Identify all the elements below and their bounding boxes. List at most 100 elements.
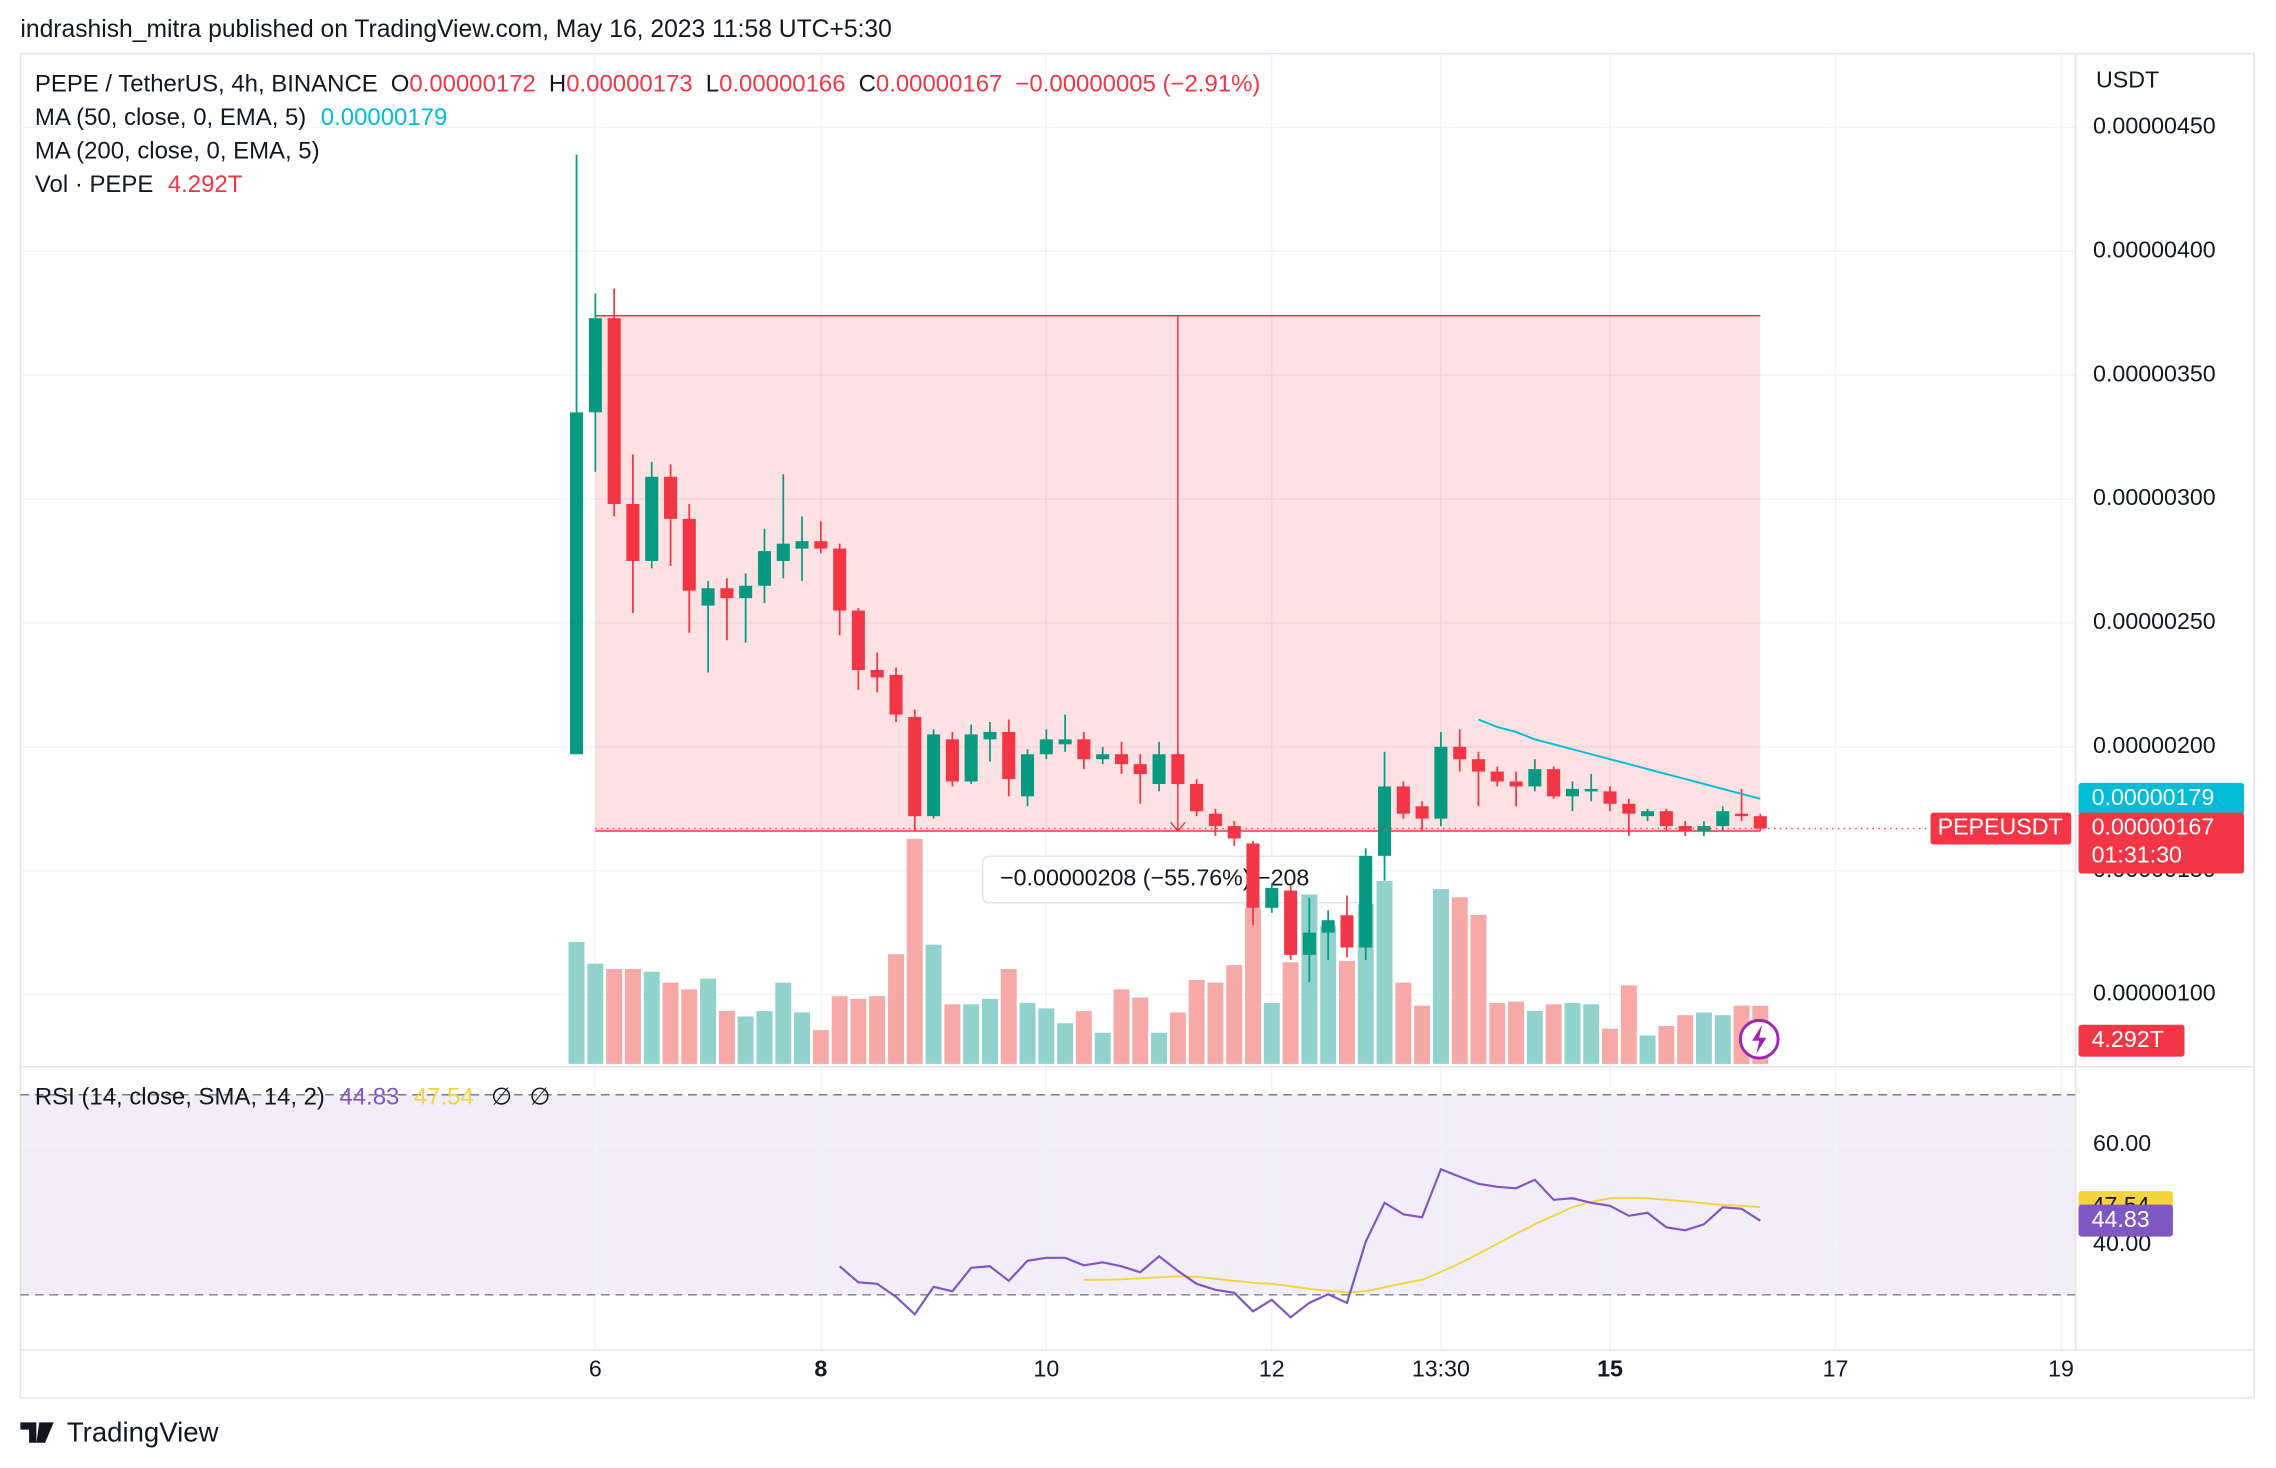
legend-line: PEPE / TetherUS, 4h, BINANCE O0.00000172 H… bbox=[35, 71, 1260, 98]
ma-line bbox=[1478, 718, 1761, 800]
candle-body bbox=[739, 585, 753, 599]
legend-ohlc-value: 0.00000167 bbox=[876, 71, 1002, 98]
candle-body bbox=[607, 318, 621, 505]
candle-body bbox=[720, 588, 734, 599]
volume-bar bbox=[1695, 1012, 1712, 1064]
alert-icon-bolt bbox=[1751, 1024, 1767, 1054]
rsi-tick-label: 60.00 bbox=[2093, 1130, 2151, 1156]
volume-bar bbox=[1451, 897, 1468, 1064]
volume-bar bbox=[1489, 1002, 1506, 1064]
volume-bar bbox=[1132, 997, 1149, 1064]
candle-body bbox=[1284, 890, 1298, 955]
candle-body bbox=[645, 476, 659, 561]
rsi-sma-line bbox=[1083, 1196, 1761, 1294]
candle-body bbox=[927, 734, 941, 817]
volume-bar bbox=[587, 963, 604, 1064]
volume-bar bbox=[1583, 1004, 1600, 1064]
volume-bar bbox=[944, 1004, 961, 1064]
volume-bar bbox=[794, 1012, 810, 1064]
candle-body bbox=[1471, 759, 1485, 772]
volume-bar bbox=[1151, 1032, 1168, 1064]
legend-ma-value: 0.00000179 bbox=[321, 104, 447, 131]
y-tick-label: 0.00000350 bbox=[2093, 360, 2216, 386]
volume-bar bbox=[1564, 1002, 1581, 1064]
plot-layer: 68101213:301517190.000001000.000001500.0… bbox=[20, 53, 2255, 1381]
candle-body bbox=[889, 674, 903, 715]
measure-arrow-head bbox=[1170, 821, 1186, 833]
volume-bar bbox=[1094, 1032, 1111, 1064]
legend-title: PEPE / TetherUS, 4h, BINANCE bbox=[35, 71, 378, 98]
y-tick-label: 0.00000200 bbox=[2093, 732, 2216, 758]
legend-ohlc-letter: O bbox=[391, 71, 410, 98]
candle-body bbox=[1227, 826, 1241, 839]
x-tick-label: 19 bbox=[2048, 1355, 2074, 1381]
candle-body bbox=[1603, 791, 1617, 804]
legend-volume-value: 4.292T bbox=[168, 171, 243, 198]
legend-line: RSI (14, close, SMA, 14, 2) 44.83 47.54 ∅ ∅ bbox=[35, 1084, 550, 1111]
last-price-label: 0.00000167 bbox=[2092, 814, 2215, 840]
candle-body bbox=[1077, 739, 1091, 760]
candle-body bbox=[1246, 843, 1260, 908]
candle-body bbox=[1584, 788, 1598, 792]
candle-body bbox=[1302, 932, 1316, 955]
measure-label: −0.00000208 (−55.76%) −208 bbox=[1000, 865, 1309, 891]
candle-body bbox=[1058, 739, 1072, 745]
volume-bar bbox=[981, 998, 998, 1064]
symbol-box bbox=[1930, 812, 2072, 845]
candle-body bbox=[1340, 915, 1354, 948]
candle-body bbox=[1396, 786, 1410, 814]
volume-bar bbox=[1376, 880, 1393, 1064]
legend-ohlc-value: 0.00000172 bbox=[409, 71, 535, 98]
volume-bar bbox=[1639, 1035, 1656, 1064]
candle-body bbox=[814, 541, 828, 549]
candle-body bbox=[1697, 826, 1711, 832]
volume-bar bbox=[624, 969, 641, 1064]
volume-bar bbox=[1188, 979, 1205, 1064]
x-tick-label: 12 bbox=[1259, 1355, 1285, 1381]
candle-body bbox=[1434, 746, 1448, 819]
y-tick-label: 0.00000450 bbox=[2093, 113, 2216, 139]
x-tick-label: 8 bbox=[814, 1355, 827, 1381]
x-tick-label: 6 bbox=[589, 1355, 602, 1381]
volume-bar bbox=[1414, 1005, 1431, 1064]
candle-body bbox=[964, 734, 978, 782]
volume-bar bbox=[1000, 969, 1017, 1064]
volume-bar bbox=[1038, 1008, 1055, 1064]
legend-rsi-name: RSI (14, close, SMA, 14, 2) bbox=[35, 1084, 325, 1111]
candle-body bbox=[664, 476, 678, 519]
candle-body bbox=[1453, 746, 1467, 760]
candle-body bbox=[983, 731, 997, 740]
candle-body bbox=[1622, 803, 1636, 814]
x-tick-label: 10 bbox=[1033, 1355, 1059, 1381]
candle-body bbox=[870, 669, 884, 678]
volume-bar bbox=[888, 954, 905, 1064]
candle-body bbox=[569, 412, 584, 755]
candle-body bbox=[1133, 764, 1147, 775]
candle-body bbox=[757, 551, 771, 586]
candle-body bbox=[1039, 739, 1053, 755]
candle-body bbox=[1020, 754, 1035, 797]
countdown-label: 01:31:30 bbox=[2092, 841, 2182, 867]
volume-bar bbox=[1113, 989, 1130, 1064]
legend-rsi-value: 44.83 bbox=[339, 1084, 399, 1111]
candle-body bbox=[1321, 920, 1335, 933]
volume-box bbox=[2078, 1024, 2185, 1057]
volume-bar bbox=[963, 1004, 980, 1064]
candle-body bbox=[1678, 826, 1692, 832]
candle-body bbox=[908, 717, 922, 817]
candle-body bbox=[1359, 855, 1373, 948]
candle-body bbox=[1753, 816, 1767, 829]
candle-body bbox=[1265, 888, 1279, 908]
candle-body bbox=[851, 610, 865, 670]
candle-body bbox=[945, 739, 959, 782]
volume-bar bbox=[1226, 964, 1243, 1064]
y-tick-label: 0.00000100 bbox=[2093, 980, 2216, 1006]
candle-body bbox=[1190, 783, 1204, 812]
candle-body bbox=[1735, 813, 1749, 817]
volume-bar bbox=[1207, 982, 1224, 1064]
price-unit: USDT bbox=[2096, 66, 2159, 92]
rsi-box bbox=[2078, 1204, 2173, 1237]
